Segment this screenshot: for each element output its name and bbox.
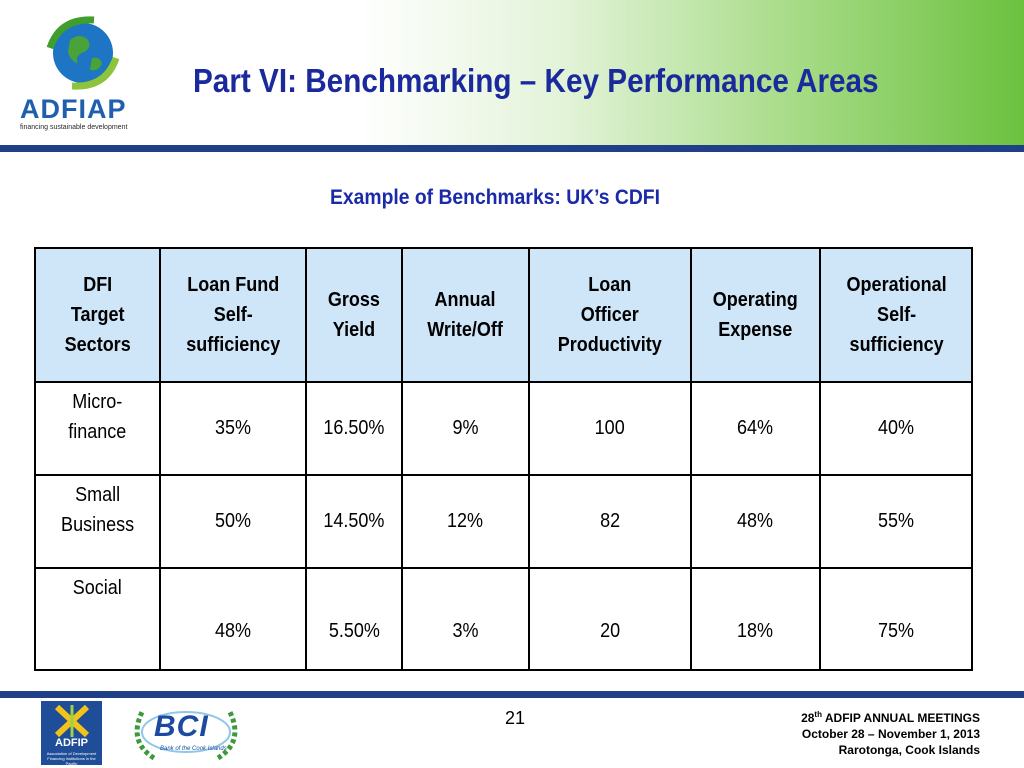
header-gross-yield: Gross Yield	[305, 247, 404, 383]
adfip-label: ADFIP	[55, 737, 88, 749]
table-cell: 50%	[158, 474, 308, 569]
table-cell: 9%	[401, 381, 530, 476]
adfip-small-text: Association of Development Financing Ins…	[46, 751, 97, 766]
header-operating-expense: Operating Expense	[689, 247, 822, 383]
table-cell: 75%	[819, 567, 973, 671]
sector-cell: Micro-finance	[34, 381, 161, 476]
table-subtitle: Example of Benchmarks: UK’s CDFI	[330, 186, 660, 209]
table-cell: 3%	[401, 567, 530, 671]
meeting-info: 28th ADFIP ANNUAL MEETINGS October 28 – …	[801, 707, 980, 758]
bci-label: BCI	[154, 710, 209, 743]
globe-icon	[46, 16, 120, 90]
header-divider	[0, 145, 1024, 152]
meeting-title: 28th ADFIP ANNUAL MEETINGS	[801, 710, 980, 725]
table-cell: 16.50%	[305, 381, 404, 476]
bci-subtitle: Bank of the Cook Islands	[160, 746, 227, 752]
table-cell: 18%	[689, 567, 822, 671]
header-loan-officer-productivity: Loan Officer Productivity	[527, 247, 692, 383]
table-cell: 48%	[158, 567, 308, 671]
adfip-footer-logo: ADFIP Association of Development Financi…	[41, 701, 102, 766]
bci-footer-logo: BCI Bank of the Cook Islands	[124, 702, 248, 764]
table-cell: 12%	[401, 474, 530, 569]
table-cell: 48%	[689, 474, 822, 569]
table-cell: 55%	[819, 474, 973, 569]
table-cell: 82	[527, 474, 692, 569]
header-band	[0, 0, 1024, 148]
meeting-dates: October 28 – November 1, 2013	[801, 727, 980, 741]
logo-name: ADFIAP	[20, 94, 127, 124]
header-annual-write-off: Annual Write/Off	[401, 247, 530, 383]
footer-divider	[0, 691, 1024, 698]
table-cell: 20	[527, 567, 692, 671]
bci-wreath-icon	[134, 710, 238, 761]
table-cell: 40%	[819, 381, 973, 476]
page-title: Part VI: Benchmarking – Key Performance …	[193, 62, 879, 99]
page-number: 21	[504, 708, 526, 728]
header-dfi-target-sectors: DFI Target Sectors	[34, 247, 161, 383]
table-row-social: Social 48% 5.50% 3% 20 18% 75%	[34, 567, 973, 671]
table-cell: 100	[527, 381, 692, 476]
table-row-small-business: Small Business 50% 14.50% 12% 82 48% 55%	[34, 474, 973, 569]
adfip-x-icon	[55, 705, 89, 737]
table-cell: 14.50%	[305, 474, 404, 569]
sector-cell: Social	[34, 567, 161, 671]
table-cell: 5.50%	[305, 567, 404, 671]
benchmark-table: DFI Target Sectors Loan Fund Self-sufficien…	[34, 247, 973, 671]
header-loan-fund-self-sufficiency: Loan Fund Self-sufficiency	[158, 247, 308, 383]
table-row-microfinance: Micro-finance 35% 16.50% 9% 100 64% 40%	[34, 381, 973, 476]
table-header-row: DFI Target Sectors Loan Fund Self-sufficien…	[34, 247, 973, 383]
adfiap-logo: ADFIAP financing sustainable development	[14, 8, 154, 132]
meeting-place: Rarotonga, Cook Islands	[838, 743, 980, 757]
header-operational-self-sufficiency: Operational Self-sufficiency	[819, 247, 973, 383]
table-cell: 64%	[689, 381, 822, 476]
sector-cell: Small Business	[34, 474, 161, 569]
logo-tagline: financing sustainable development	[20, 124, 128, 131]
table-cell: 35%	[158, 381, 308, 476]
